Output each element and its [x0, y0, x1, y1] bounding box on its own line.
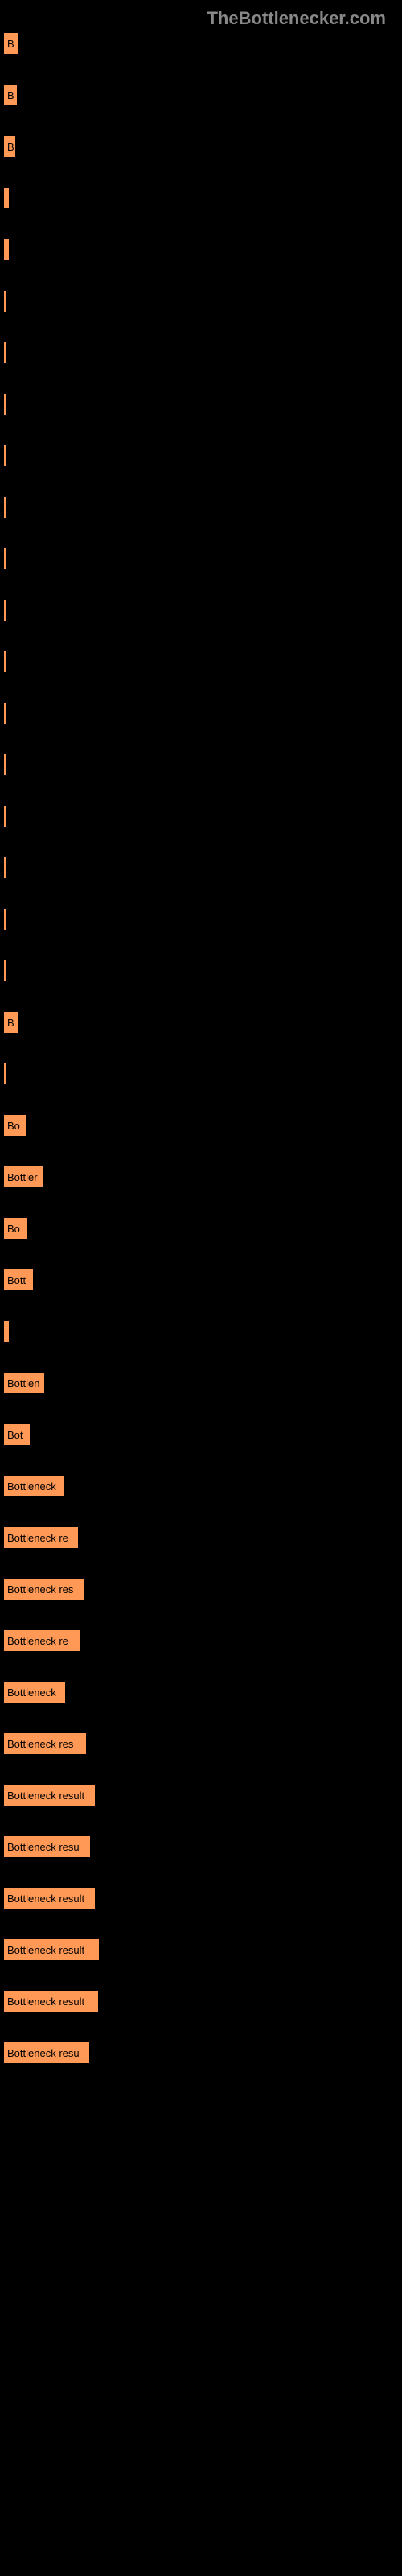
chart-bar	[4, 239, 9, 260]
bar-row	[4, 806, 398, 827]
bar-row: Bottleneck res	[4, 1579, 398, 1600]
bar-row: Bot	[4, 1424, 398, 1445]
bar-row	[4, 1063, 398, 1084]
bar-row: Bottleneck	[4, 1682, 398, 1703]
bar-row: B	[4, 1012, 398, 1033]
bar-row	[4, 909, 398, 930]
chart-bar: Bott	[4, 1269, 33, 1290]
bar-row: Bottleneck resu	[4, 2042, 398, 2063]
chart-bar	[4, 1321, 9, 1342]
chart-bar	[4, 1063, 6, 1084]
chart-bar: Bot	[4, 1424, 30, 1445]
bar-row	[4, 445, 398, 466]
bar-row	[4, 188, 398, 208]
chart-bar: Bottleneck result	[4, 1991, 98, 2012]
chart-bar	[4, 445, 6, 466]
chart-bar	[4, 857, 6, 878]
chart-bar	[4, 394, 6, 415]
chart-bar: Bottleneck resu	[4, 1836, 90, 1857]
bar-row: Bo	[4, 1115, 398, 1136]
chart-bar	[4, 497, 6, 518]
bar-row: B	[4, 136, 398, 157]
bar-row: Bottler	[4, 1166, 398, 1187]
chart-bar	[4, 548, 6, 569]
bar-row	[4, 754, 398, 775]
bar-row	[4, 548, 398, 569]
bar-row: Bottleneck result	[4, 1939, 398, 1960]
chart-bar	[4, 806, 6, 827]
chart-bar: Bottleneck	[4, 1476, 64, 1496]
bar-row: Bottleneck	[4, 1476, 398, 1496]
bar-row	[4, 394, 398, 415]
chart-bar: Bottleneck re	[4, 1630, 80, 1651]
bar-row: Bottleneck res	[4, 1733, 398, 1754]
chart-bar: Bottler	[4, 1166, 43, 1187]
bar-row	[4, 960, 398, 981]
chart-bar	[4, 960, 6, 981]
chart-bar: Bo	[4, 1218, 27, 1239]
bar-row	[4, 291, 398, 312]
chart-bar: B	[4, 85, 17, 105]
bar-row: Bottlen	[4, 1373, 398, 1393]
bar-row: Bo	[4, 1218, 398, 1239]
chart-bar: B	[4, 136, 15, 157]
bar-row: Bottleneck result	[4, 1991, 398, 2012]
bar-row	[4, 651, 398, 672]
chart-bar: Bottleneck result	[4, 1785, 95, 1806]
chart-bar	[4, 291, 6, 312]
bar-row: Bottleneck resu	[4, 1836, 398, 1857]
bar-chart: B B B B Bo Bottler Bo Bott Bottlen Bot Bottleneck B…	[0, 33, 402, 2063]
chart-bar: Bottleneck res	[4, 1579, 84, 1600]
chart-bar: Bottleneck result	[4, 1939, 99, 1960]
bar-row	[4, 342, 398, 363]
chart-bar: Bottleneck resu	[4, 2042, 89, 2063]
bar-row: Bottleneck result	[4, 1888, 398, 1909]
bar-row	[4, 497, 398, 518]
bar-row	[4, 239, 398, 260]
chart-bar: Bottleneck res	[4, 1733, 86, 1754]
site-logo: TheBottlenecker.com	[0, 0, 402, 33]
bar-row	[4, 1321, 398, 1342]
chart-bar	[4, 342, 6, 363]
chart-bar: Bottleneck	[4, 1682, 65, 1703]
bar-row	[4, 857, 398, 878]
chart-bar: B	[4, 1012, 18, 1033]
chart-bar	[4, 703, 6, 724]
chart-bar	[4, 600, 6, 621]
bar-row: Bott	[4, 1269, 398, 1290]
bar-row: Bottleneck result	[4, 1785, 398, 1806]
chart-bar: B	[4, 33, 18, 54]
chart-bar: Bo	[4, 1115, 26, 1136]
chart-bar: Bottleneck result	[4, 1888, 95, 1909]
bar-row: B	[4, 33, 398, 54]
bar-row	[4, 600, 398, 621]
chart-bar: Bottleneck re	[4, 1527, 78, 1548]
chart-bar	[4, 188, 9, 208]
chart-bar: Bottlen	[4, 1373, 44, 1393]
bar-row: Bottleneck re	[4, 1630, 398, 1651]
chart-bar	[4, 754, 6, 775]
bar-row: B	[4, 85, 398, 105]
chart-bar	[4, 909, 6, 930]
bar-row: Bottleneck re	[4, 1527, 398, 1548]
bar-row	[4, 703, 398, 724]
chart-bar	[4, 651, 6, 672]
